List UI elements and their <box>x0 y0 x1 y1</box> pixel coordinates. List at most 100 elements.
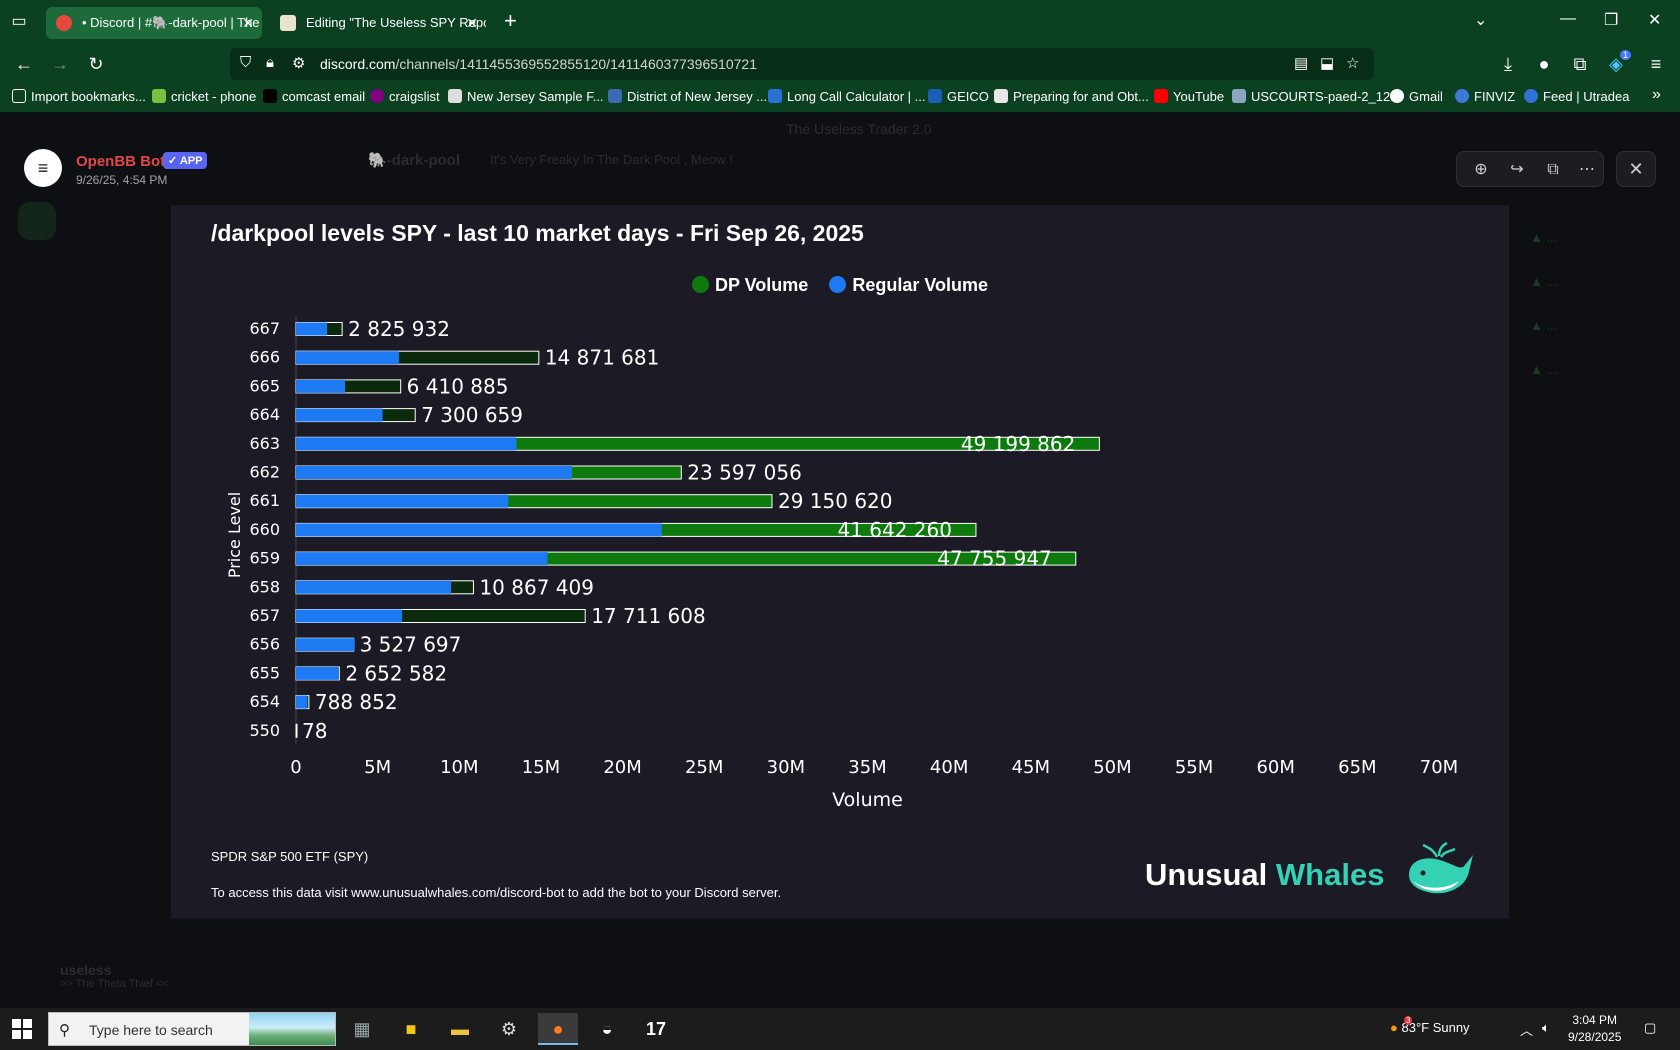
weather-widget[interactable]: ● 83°F Sunny <box>1390 1020 1470 1035</box>
import-icon <box>12 89 26 103</box>
y-tick-label: 654 <box>249 692 280 711</box>
tab-editing[interactable]: Editing "The Useless SPY Report ✕ <box>270 7 486 39</box>
weather-badge: 3 <box>1404 1016 1413 1025</box>
calculator-app-icon[interactable]: ▦ <box>353 1019 371 1039</box>
close-window-icon[interactable]: ✕ <box>1648 12 1662 29</box>
reader-view-icon[interactable]: ▤ <box>1294 55 1309 72</box>
speaker-icon[interactable]: 🔈︎ <box>1542 1020 1550 1035</box>
reload-icon[interactable]: ↻ <box>88 54 104 74</box>
notifications-icon[interactable]: ▢ <box>1644 1020 1657 1035</box>
back-icon[interactable]: ← <box>15 54 33 74</box>
zoom-icon[interactable]: ⊕ <box>1474 161 1488 178</box>
author-name[interactable]: OpenBB Bot <box>76 153 166 170</box>
user-name: useless <box>60 962 112 978</box>
bar-regular-volume <box>296 379 345 393</box>
windows-start-icon[interactable] <box>12 1019 32 1039</box>
url-host: discord.com <box>320 56 396 72</box>
shield-icon[interactable]: ⛉ <box>240 54 252 71</box>
forward-message-icon[interactable]: ↪ <box>1510 161 1524 178</box>
address-bar[interactable]: ⛉ 🔒︎ ⚙ discord.com/channels/141145536955… <box>230 48 1374 80</box>
close-tab-icon[interactable]: ✕ <box>242 15 254 31</box>
clock-date: 9/28/2025 <box>1568 1030 1622 1044</box>
close-tab-icon[interactable]: ✕ <box>466 15 478 31</box>
permissions-icon[interactable]: ⚙ <box>292 55 306 72</box>
open-in-browser-icon[interactable]: ⧉ <box>1547 161 1559 178</box>
y-tick-label: 656 <box>249 635 280 654</box>
account-icon[interactable]: ● <box>1538 54 1550 74</box>
bookmark-star-icon[interactable]: ☆ <box>1346 55 1360 72</box>
bar-regular-volume <box>296 695 308 709</box>
app-menu-icon[interactable]: ≡ <box>1650 54 1662 74</box>
forward-icon[interactable]: → <box>51 54 69 74</box>
data-label: 3 527 697 <box>360 633 462 657</box>
legend-swatch <box>829 276 847 293</box>
x-tick-label: 0 <box>290 757 301 778</box>
courthouse-icon <box>608 89 622 103</box>
bookmark-item[interactable]: comcast email <box>263 89 365 104</box>
url-text[interactable]: discord.com/channels/1411455369552855120… <box>320 56 757 72</box>
y-tick-label: 658 <box>249 577 280 596</box>
show-hidden-icons-icon[interactable]: ︿ <box>1520 1023 1534 1038</box>
x-tick-label: 20M <box>603 757 641 778</box>
bookmark-item[interactable]: New Jersey Sample F... <box>448 89 604 104</box>
legend-label: Regular Volume <box>852 275 989 295</box>
mail-app-icon[interactable]: ◒ <box>601 1019 613 1039</box>
file-explorer-app-icon[interactable]: ▬ <box>451 1019 469 1039</box>
bar-chart: 667 2 825 932 666 14 871 681 665 6 410 885 664… <box>225 317 1458 811</box>
new-tab-icon[interactable]: + <box>504 8 517 33</box>
bar-regular-volume <box>296 638 355 652</box>
bookmark-item[interactable]: FINVIZ <box>1455 89 1515 104</box>
bookmark-item[interactable]: Import bookmarks... <box>12 89 146 104</box>
taskbar-search-input[interactable]: ⚲ Type here to search <box>48 1012 336 1046</box>
data-label: 41 642 260 <box>837 518 952 542</box>
extension-badge-icon[interactable]: ◈ <box>1609 54 1623 74</box>
lock-icon[interactable]: 🔒︎ <box>266 54 274 71</box>
x-tick-label: 40M <box>930 757 968 778</box>
more-bookmarks-icon[interactable]: » <box>1652 86 1661 103</box>
close-lightbox-button[interactable]: ✕ <box>1616 151 1656 187</box>
bar-regular-volume <box>296 666 339 680</box>
save-to-pocket-icon[interactable]: ⬓ <box>1320 55 1335 72</box>
weather-text: 83°F Sunny <box>1401 1020 1470 1035</box>
tab-list-icon[interactable]: ▭ <box>11 13 27 30</box>
bookmark-item[interactable]: YouTube <box>1154 89 1224 104</box>
bookmark-item[interactable]: Gmail <box>1390 89 1443 104</box>
bookmark-item[interactable]: Long Call Calculator | ... <box>768 89 926 104</box>
extensions-icon[interactable]: ⧉ <box>1573 54 1587 74</box>
y-tick-label: 655 <box>249 663 280 682</box>
firefox-app-icon[interactable]: ● <box>538 1013 578 1045</box>
bookmark-item[interactable]: cricket - phone <box>152 89 256 104</box>
list-tabs-chevron-icon[interactable]: ⌄ <box>1474 12 1488 29</box>
settings-app-icon[interactable]: ⚙ <box>500 1019 518 1039</box>
bookmark-item[interactable]: Feed | Utradea <box>1524 89 1629 104</box>
bookmark-item[interactable]: USCOURTS-paed-2_12... <box>1232 89 1401 104</box>
data-label: 14 871 681 <box>545 346 660 370</box>
calculator-icon <box>768 89 782 103</box>
nav-bar: ← → ↻ ⛉ 🔒︎ ⚙ discord.com/channels/141145… <box>0 44 1680 84</box>
restore-icon[interactable]: ❐ <box>1604 12 1619 29</box>
bot-avatar[interactable]: ≡ <box>24 149 62 187</box>
tradingview-app-icon[interactable]: 17 <box>645 1019 667 1039</box>
bookmark-item[interactable]: Preparing for and Obt... <box>994 89 1149 104</box>
tab-discord[interactable]: • Discord | #🐘-dark-pool | The ✕ <box>46 7 262 39</box>
x-tick-label: 35M <box>848 757 886 778</box>
bookmark-item[interactable]: GEICO <box>928 89 989 104</box>
bookmark-item[interactable]: District of New Jersey ... <box>608 89 767 104</box>
bookmark-label: Preparing for and Obt... <box>1013 89 1149 104</box>
sticky-notes-app-icon[interactable]: ■ <box>405 1019 417 1039</box>
server-icon[interactable] <box>18 202 56 240</box>
data-label: 2 652 582 <box>345 661 447 685</box>
downloads-icon[interactable]: ⤓ <box>1504 54 1512 74</box>
x-tick-label: 45M <box>1012 757 1050 778</box>
data-label: 17 711 608 <box>591 604 706 628</box>
taskbar-clock[interactable]: 3:04 PM 9/28/2025 <box>1568 1012 1621 1046</box>
x-tick-label: 30M <box>767 757 805 778</box>
data-label: 7 300 659 <box>421 403 523 427</box>
bar-regular-volume <box>296 580 452 594</box>
x-axis-label: Volume <box>832 789 903 811</box>
minimize-icon[interactable]: — <box>1560 10 1576 27</box>
bookmark-item[interactable]: craigslist <box>370 89 440 104</box>
more-options-icon[interactable]: ⋯ <box>1579 161 1595 178</box>
uscourts-icon <box>1232 89 1246 103</box>
bookmark-label: New Jersey Sample F... <box>467 89 604 104</box>
